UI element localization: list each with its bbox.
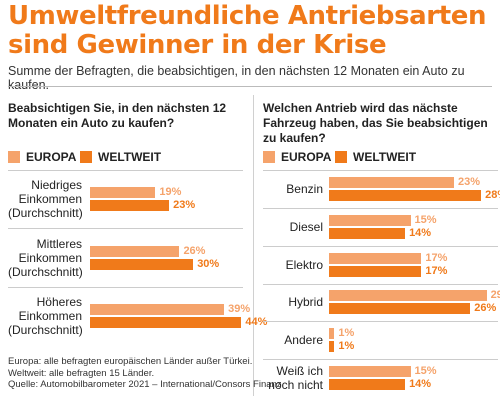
income-chart-panel: Beabsichtigen Sie, in den nächsten 12 Mo…: [8, 0, 267, 400]
category-separator: [263, 170, 498, 171]
bar-weltweit-mittleres-einkommen-durchschnitt: [90, 258, 194, 270]
bar-europa-hoheres-einkommen-durchschnitt: [90, 303, 225, 315]
data-label-europa-benzin: 23%: [457, 175, 480, 188]
category-separator: [263, 321, 498, 323]
category-separator: [8, 286, 243, 288]
data-label-weltweit-diesel: 14%: [409, 226, 432, 239]
data-label-weltweit-benzin: 28%: [485, 188, 500, 201]
category-label-niedriges-einkommen-durchschnitt: Niedriges Einkommen (Durchschnitt): [8, 178, 83, 221]
data-label-weltweit-mittleres-einkommen-durchschnitt: 30%: [197, 257, 220, 270]
category-label-hoheres-einkommen-durchschnitt: Höheres Einkommen (Durchschnitt): [8, 294, 83, 337]
bar-weltweit-weiss-ich-noch-nicht: [329, 379, 406, 391]
data-label-weltweit-andere: 1%: [338, 340, 355, 353]
bar-europa-niedriges-einkommen-durchschnitt: [90, 187, 156, 199]
bar-europa-diesel: [329, 214, 411, 226]
data-label-europa-hybrid: 29%: [490, 289, 500, 302]
category-separator: [263, 245, 498, 247]
bar-weltweit-niedriges-einkommen-durchschnitt: [90, 200, 170, 212]
legend-label-weltweit: WELTWEIT: [353, 150, 417, 164]
bar-weltweit-elektro: [329, 265, 422, 277]
data-label-europa-weiss-ich-noch-nicht: 15%: [414, 365, 437, 378]
category-separator: [263, 207, 498, 209]
bar-europa-mittleres-einkommen-durchschnitt: [90, 245, 180, 257]
panel-divider: [253, 95, 254, 396]
data-label-europa-hoheres-einkommen-durchschnitt: 39%: [228, 302, 251, 315]
legend-label-europa: EUROPA: [281, 150, 332, 164]
footer-notes: Europa: alle befragten europäischen Länd…: [8, 356, 282, 391]
income-chart-title: Beabsichtigen Sie, in den nächsten 12 Mo…: [8, 101, 227, 130]
page-title: Umweltfreundliche Antriebsarten sind Gew…: [8, 1, 487, 60]
bar-europa-weiss-ich-noch-nicht: [329, 366, 411, 378]
data-label-weltweit-hybrid: 26%: [474, 302, 497, 315]
category-label-mittleres-einkommen-durchschnitt: Mittleres Einkommen (Durchschnitt): [8, 236, 83, 279]
data-label-weltweit-hoheres-einkommen-durchschnitt: 44%: [245, 315, 268, 328]
bar-weltweit-hybrid: [329, 303, 471, 315]
footer-source: Quelle: Automobilbarometer 2021 – Intern…: [8, 379, 282, 390]
data-label-europa-mittleres-einkommen-durchschnitt: 26%: [183, 244, 206, 257]
category-separator: [8, 228, 243, 230]
data-label-europa-andere: 1%: [338, 327, 355, 340]
drive-chart-panel: Welchen Antrieb wird das nächste Fahrzeu…: [263, 0, 500, 400]
header-divider: [8, 86, 492, 87]
category-label-weiss-ich-noch-nicht: Weiß ich noch nicht: [268, 364, 323, 393]
legend-swatch-europa: [8, 151, 20, 163]
bar-weltweit-andere: [329, 341, 335, 353]
category-separator: [8, 170, 243, 171]
data-label-weltweit-niedriges-einkommen-durchschnitt: 23%: [173, 199, 196, 212]
legend-item-europa: EUROPA: [263, 150, 331, 164]
category-separator: [263, 283, 498, 285]
legend-swatch-europa: [263, 151, 275, 163]
legend-item-weltweit: WELTWEIT: [335, 150, 416, 164]
data-label-weltweit-weiss-ich-noch-nicht: 14%: [409, 378, 432, 391]
legend-swatch-weltweit: [80, 151, 92, 163]
drive-chart-title: Welchen Antrieb wird das nächste Fahrzeu…: [263, 101, 488, 145]
bar-weltweit-diesel: [329, 227, 406, 239]
category-label-benzin: Benzin: [286, 181, 323, 196]
bar-europa-elektro: [329, 252, 422, 264]
category-label-andere: Andere: [284, 333, 323, 348]
legend-swatch-weltweit: [335, 151, 347, 163]
category-label-hybrid: Hybrid: [288, 295, 323, 310]
page-subtitle: Summe der Befragten, die beabsichtigen, …: [8, 64, 465, 92]
legend-item-europa: EUROPA: [8, 150, 76, 164]
data-label-europa-niedriges-einkommen-durchschnitt: 19%: [159, 186, 182, 199]
bar-europa-benzin: [329, 176, 454, 188]
footer-note-europa: Europa: alle befragten europäischen Länd…: [8, 356, 253, 367]
bar-europa-andere: [329, 328, 335, 340]
legend-item-weltweit: WELTWEIT: [80, 150, 161, 164]
category-separator: [263, 359, 498, 361]
legend-label-weltweit: WELTWEIT: [98, 150, 162, 164]
bar-weltweit-benzin: [329, 189, 482, 201]
legend-label-europa: EUROPA: [26, 150, 77, 164]
data-label-europa-elektro: 17%: [425, 251, 448, 264]
bar-europa-hybrid: [329, 290, 487, 302]
category-label-diesel: Diesel: [289, 219, 323, 234]
category-label-elektro: Elektro: [285, 257, 323, 272]
footer-note-weltweit: Weltweit: alle befragten 15 Länder.: [8, 367, 155, 379]
data-label-europa-diesel: 15%: [414, 213, 437, 226]
bar-weltweit-hoheres-einkommen-durchschnitt: [90, 316, 242, 328]
data-label-weltweit-elektro: 17%: [425, 264, 448, 277]
